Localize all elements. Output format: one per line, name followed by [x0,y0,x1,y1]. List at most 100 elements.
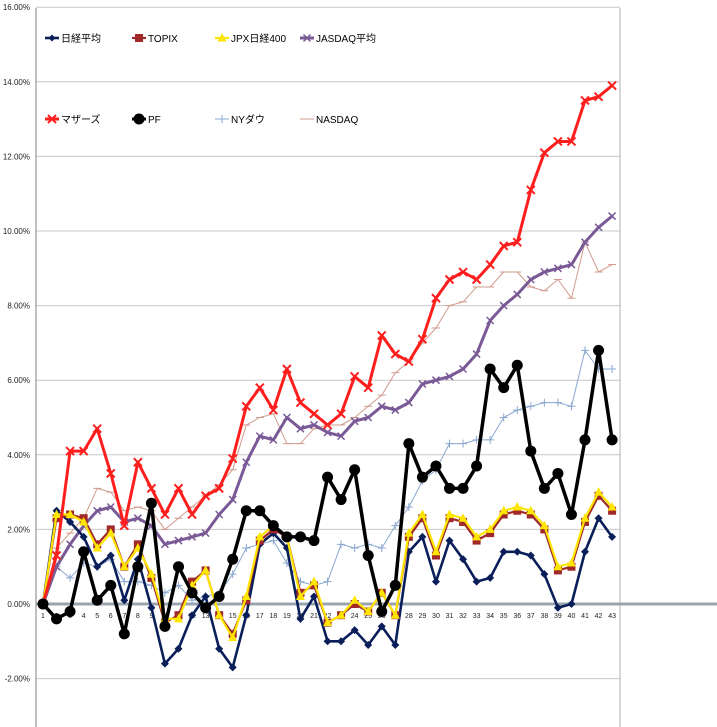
x-tick-label: 36 [513,613,521,620]
y-tick-label: 6.00% [7,376,30,385]
data-point-marker [106,502,115,512]
data-point-marker [187,509,197,520]
data-point-marker [580,513,590,522]
data-point-marker [580,95,590,106]
data-point-marker [106,468,116,479]
y-tick-label: 12.00% [3,152,30,161]
x-tick-label: 21 [310,613,318,620]
data-point-marker [174,536,183,545]
x-tick-label: 24 [351,613,359,620]
data-point-marker [445,509,454,518]
data-point-marker [486,573,495,582]
data-point-marker [472,536,481,545]
data-point-marker [606,434,618,446]
data-point-marker [404,528,414,537]
data-point-marker [201,565,211,574]
data-point-marker [105,579,117,591]
data-point-marker [472,350,481,359]
data-point-marker [458,267,468,277]
legend-label: JASDAQ平均 [316,33,376,45]
data-point-marker [51,613,63,625]
data-point-marker [418,532,427,541]
x-tick-label: 29 [419,613,427,620]
data-point-marker [66,573,75,582]
data-point-marker [323,637,332,646]
legend-label: NASDAQ [316,115,358,126]
y-tick-label: 4.00% [7,451,30,460]
data-point-marker [335,494,347,506]
x-tick-label: 19 [283,613,291,620]
data-point-marker [499,301,508,310]
data-point-marker [594,514,603,523]
data-point-marker [201,592,210,601]
data-point-marker [513,290,522,299]
legend-item: JPX日経400 [215,32,286,45]
data-point-marker [364,413,373,422]
data-point-marker [227,453,238,464]
data-point-marker [200,602,212,614]
data-point-marker [350,600,359,608]
data-point-marker [241,401,251,412]
x-tick-label: 31 [446,613,454,620]
data-point-marker [445,514,454,523]
data-point-marker [242,458,251,467]
data-point-marker [377,587,387,597]
data-point-marker [228,570,237,579]
data-point-marker [567,402,576,411]
data-point-marker [322,471,334,483]
data-point-marker [242,544,251,553]
data-point-marker [431,293,441,303]
data-point-marker [309,409,319,419]
data-point-marker [566,557,576,567]
data-point-marker [498,382,510,394]
data-point-marker [485,259,495,270]
data-point-marker [145,497,157,509]
x-tick-label: 40 [568,613,576,620]
data-point-marker [337,637,346,646]
data-point-marker [106,528,116,537]
data-point-marker [78,546,90,558]
data-point-marker [581,346,589,355]
x-tick-label: 15 [229,613,237,620]
data-point-marker [336,409,346,419]
data-point-marker [228,632,238,642]
data-point-marker [567,260,576,269]
data-point-marker [499,413,508,422]
data-point-marker [201,529,210,538]
data-point-marker [580,238,590,247]
data-point-marker [255,432,264,441]
data-point-marker [79,532,88,541]
data-point-marker [364,641,373,650]
legend-item: NYダウ [215,113,265,126]
data-point-marker [268,405,279,415]
series-6 [37,344,618,640]
data-point-marker [118,628,130,640]
data-point-marker [526,551,535,560]
data-point-marker [417,509,427,518]
x-tick-label: 43 [608,613,616,620]
data-point-marker [337,432,346,441]
data-point-marker [431,546,441,556]
data-point-marker [120,596,129,605]
data-point-marker [296,614,305,623]
x-tick-label: 30 [432,613,440,620]
data-point-marker [607,502,617,511]
series-5 [38,80,617,609]
data-point-marker [146,569,156,578]
data-point-marker [217,33,227,42]
data-point-marker [119,520,130,531]
data-point-marker [242,611,251,620]
data-point-marker [553,398,562,407]
data-point-marker [308,535,320,547]
x-tick-label: 34 [486,613,494,620]
y-tick-label: 8.00% [7,302,30,311]
data-point-marker [241,591,251,601]
data-point-marker [363,606,373,615]
data-point-marker [282,364,292,374]
data-point-marker [91,594,103,606]
x-tick-label: 39 [554,613,562,620]
data-point-marker [295,591,305,601]
data-point-marker [377,402,386,411]
data-point-marker [486,529,495,538]
data-point-marker [526,275,535,284]
